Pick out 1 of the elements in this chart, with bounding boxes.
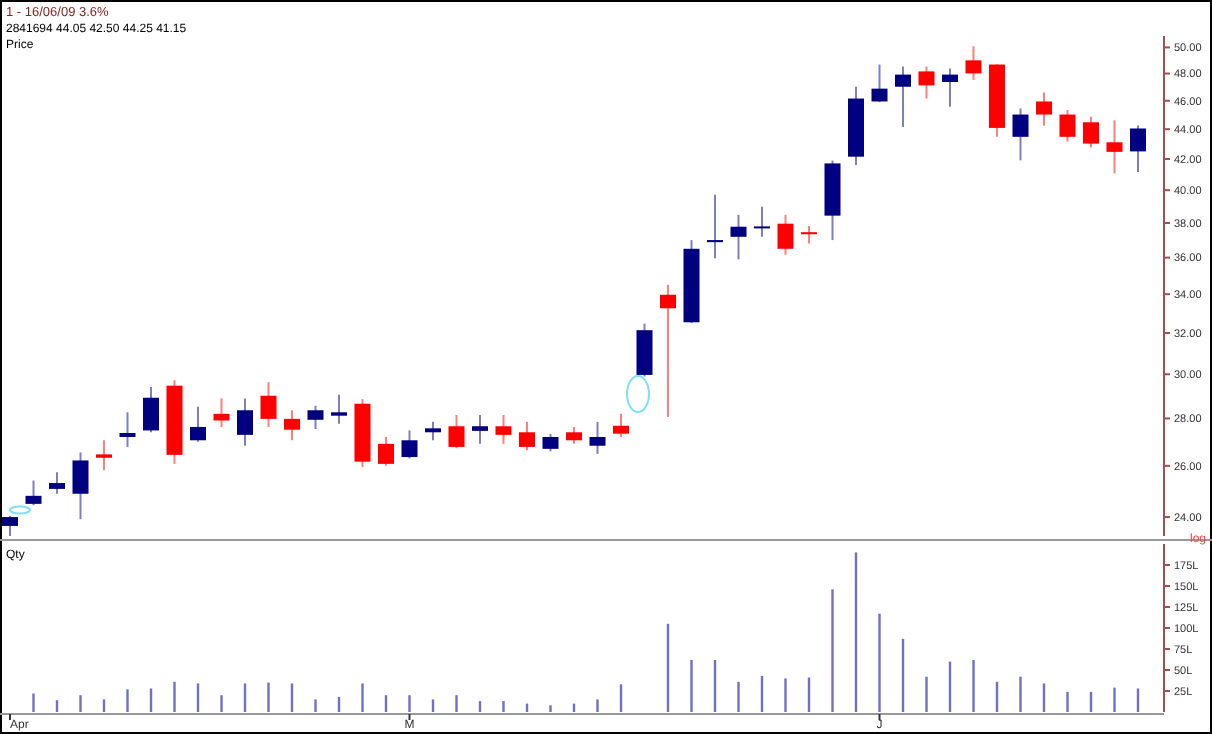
candlestick bbox=[801, 224, 817, 245]
